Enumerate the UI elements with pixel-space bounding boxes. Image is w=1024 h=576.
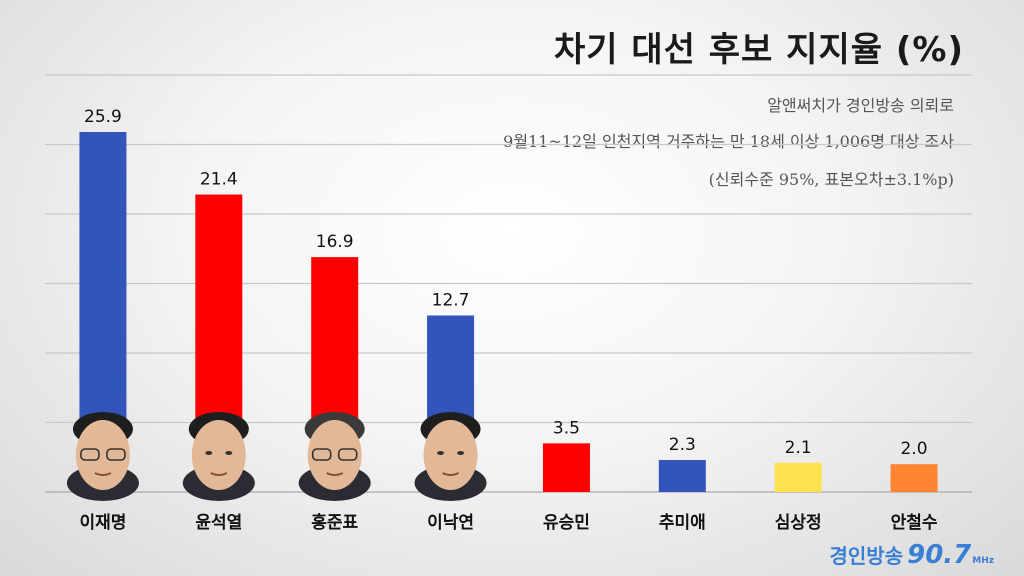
portrait-이낙연 [414, 412, 487, 501]
portrait-face [307, 420, 362, 490]
portrait-eye [457, 451, 465, 455]
portrait-eye [225, 451, 233, 455]
broadcaster-logo: 경인방송 90.7MHz [830, 540, 995, 570]
bar-value-label: 2.1 [785, 438, 812, 458]
bar-value-label: 3.5 [553, 418, 580, 438]
category-label: 이낙연 [427, 513, 474, 533]
category-label: 추미애 [659, 513, 706, 533]
logo-unit: MHz [972, 556, 994, 566]
portrait-이재명 [66, 412, 139, 501]
bar-value-label: 2.0 [901, 439, 928, 459]
bar-value-label: 16.9 [316, 232, 354, 252]
portrait-eye [205, 451, 213, 455]
logo-name: 경인방송 [829, 544, 904, 568]
logo-frequency: 90.7 [907, 540, 972, 570]
portrait-mouth [442, 472, 460, 476]
portrait-glasses [80, 448, 100, 461]
bar-심상정 [774, 462, 822, 492]
category-label: 유승민 [543, 513, 590, 533]
portrait-mouth [210, 472, 228, 476]
portrait-mouth [326, 472, 344, 476]
chart-title: 차기 대선 후보 지지율 (%) [553, 30, 964, 70]
bar-value-label: 21.4 [200, 170, 238, 190]
bar-value-label: 2.3 [669, 435, 696, 455]
survey-note-sample: 9월11~12일 인천지역 거주하는 만 18세 이상 1,006명 대상 조사 [503, 132, 954, 151]
bar-안철수 [890, 464, 938, 492]
portrait-face [423, 420, 478, 490]
category-label: 안철수 [891, 513, 938, 533]
category-label: 이재명 [79, 513, 126, 533]
portrait-glasses [311, 448, 332, 461]
portrait-eye [437, 451, 445, 455]
category-label: 윤석열 [195, 513, 242, 533]
category-label: 심상정 [775, 513, 822, 533]
bar-추미애 [658, 460, 706, 492]
portrait-glasses [337, 448, 358, 461]
category-label: 홍준표 [311, 512, 358, 533]
survey-note-margin: (신뢰수준 95%, 표본오차±3.1%p) [708, 170, 954, 189]
survey-note-sponsor: 알앤써치가 경인방송 의뢰로 [767, 96, 954, 115]
portrait-mouth [94, 472, 112, 476]
portrait-face [75, 420, 130, 490]
bar-value-label: 12.7 [432, 290, 470, 310]
portrait-윤석열 [182, 412, 255, 501]
portrait-홍준표 [298, 412, 371, 501]
portrait-face [191, 420, 246, 490]
bar-유승민 [542, 443, 590, 492]
bar-value-label: 25.9 [84, 107, 122, 127]
portrait-glasses [106, 448, 126, 461]
